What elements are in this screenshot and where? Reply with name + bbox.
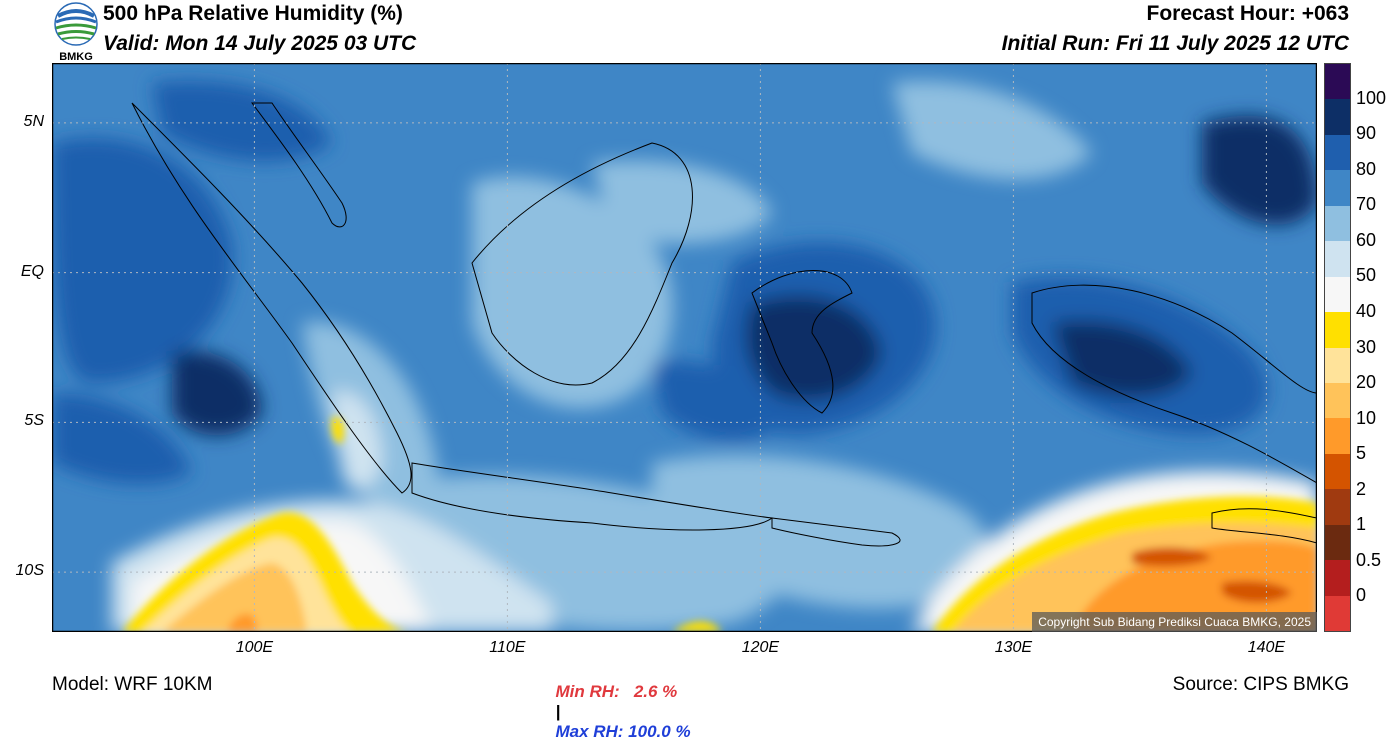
colorbar-block [1325, 312, 1350, 348]
colorbar-label: 20 [1356, 372, 1377, 393]
colorbar-block [1325, 241, 1350, 277]
colorbar-block [1325, 134, 1350, 171]
nusa-tenggara-coast [771, 517, 901, 547]
bmkg-logo: BMKG [52, 2, 100, 63]
colorbar-block [1325, 170, 1350, 206]
borneo-coast [471, 142, 693, 386]
colorbar-block [1325, 347, 1350, 383]
lon-tick-label: 130E [994, 639, 1033, 656]
valid-time: Valid: Mon 14 July 2025 03 UTC [103, 32, 417, 55]
colorbar-block [1325, 453, 1350, 490]
lat-tick-label: 5N [23, 112, 44, 130]
colorbar-label: 60 [1356, 229, 1377, 250]
lat-tick-label: EQ [20, 262, 44, 280]
colorbar-label: 100 [1356, 87, 1387, 108]
bmkg-emblem-icon [54, 2, 98, 46]
colorbar-label: 30 [1356, 336, 1377, 357]
sulawesi-coast [751, 270, 853, 414]
colorbar-block [1325, 595, 1350, 631]
colorbar-label: 90 [1356, 123, 1377, 144]
colorbar-block [1325, 205, 1350, 242]
lon-tick-label: 110E [489, 639, 526, 656]
lon-tick-label: 140E [1247, 639, 1286, 656]
min-rh: Min RH: 2.6 % [555, 682, 678, 701]
lat-tick-label: 10S [15, 562, 44, 580]
colorbar-label: 0 [1356, 585, 1367, 606]
lon-tick-label: 120E [741, 639, 780, 656]
map-title: 500 hPa Relative Humidity (%) [103, 2, 403, 25]
initial-run: Initial Run: Fri 11 July 2025 12 UTC [1001, 32, 1349, 55]
source-label: Source: CIPS BMKG [1172, 674, 1349, 695]
colorbar-block [1325, 276, 1350, 313]
colorbar-block [1325, 489, 1350, 525]
lon-tick-label: 100E [235, 639, 274, 656]
colorbar-label: 0.5 [1356, 549, 1382, 570]
colorbar-label: 2 [1356, 478, 1367, 499]
humidity-field [51, 62, 1318, 633]
colorbar [1324, 63, 1351, 632]
humidity-map: Copyright Sub Bidang Prediksi Cuaca BMKG… [51, 62, 1318, 633]
colorbar-block [1325, 382, 1350, 419]
colorbar-label: 50 [1356, 265, 1377, 286]
colorbar-label: 10 [1356, 407, 1377, 428]
colorbar-block [1325, 524, 1350, 561]
stats-line: Min RH: 2.6 % | Max RH: 100.0 % [546, 662, 691, 742]
model-label: Model: WRF 10KM [52, 674, 213, 695]
australia-coast [1211, 508, 1317, 544]
logo-text: BMKG [59, 51, 93, 63]
colorbar-label: 70 [1356, 194, 1377, 215]
colorbar-block [1325, 418, 1350, 454]
colorbar-label: 40 [1356, 300, 1377, 321]
colorbar-block [1325, 560, 1350, 596]
max-rh: Max RH: 100.0 % [555, 722, 691, 741]
malay-coast [251, 102, 347, 228]
colorbar-label: 5 [1356, 443, 1367, 464]
colorbar-label: 1 [1356, 514, 1367, 535]
colorbar-block [1325, 64, 1350, 100]
stats-separator: | [555, 702, 561, 721]
colorbar-label: 80 [1356, 158, 1377, 179]
lat-tick-label: 5S [24, 412, 44, 430]
colorbar-block [1325, 99, 1350, 135]
forecast-hour: Forecast Hour: +063 [1146, 2, 1350, 25]
sumatra-coast [131, 102, 412, 494]
copyright-note: Copyright Sub Bidang Prediksi Cuaca BMKG… [1032, 612, 1317, 632]
